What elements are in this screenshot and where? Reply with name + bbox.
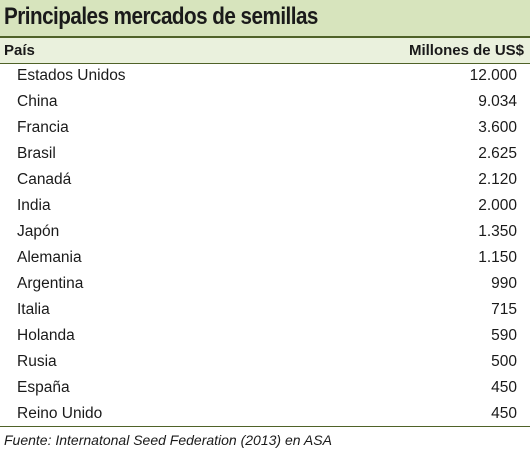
table-row: Brasil 2.625: [0, 142, 530, 168]
header-value: Millones de US$: [408, 42, 524, 59]
value-cell: 1.350: [478, 223, 517, 240]
country-cell: Reino Unido: [17, 405, 103, 422]
country-cell: Alemania: [17, 249, 82, 266]
table-row: Canadá 2.120: [0, 168, 530, 194]
footer: Fuente: Internatonal Seed Federation (20…: [0, 426, 530, 454]
table-row: Estados Unidos 12.000: [0, 64, 530, 90]
country-cell: Rusia: [17, 353, 57, 370]
header-row: País Millones de US$: [0, 38, 530, 64]
table-row: Reino Unido 450: [0, 402, 530, 428]
country-cell: Brasil: [17, 145, 56, 162]
value-cell: 715: [491, 301, 517, 318]
value-cell: 12.000: [469, 67, 517, 84]
country-cell: Argentina: [17, 275, 84, 292]
value-cell: 1.150: [478, 249, 517, 266]
table-row: Holanda 590: [0, 324, 530, 350]
table-row: Italia 715: [0, 298, 530, 324]
country-cell: Japón: [17, 223, 60, 240]
country-cell: Estados Unidos: [17, 67, 126, 84]
table-row: España 450: [0, 376, 530, 402]
country-cell: China: [17, 93, 58, 110]
title-bar: Principales mercados de semillas: [0, 0, 530, 38]
country-cell: Italia: [17, 301, 50, 318]
value-cell: 990: [491, 275, 517, 292]
value-cell: 3.600: [478, 119, 517, 136]
table-row: China 9.034: [0, 90, 530, 116]
table-title: Principales mercados de semillas: [4, 3, 318, 30]
table-row: Alemania 1.150: [0, 246, 530, 272]
table-row: Argentina 990: [0, 272, 530, 298]
table-row: Japón 1.350: [0, 220, 530, 246]
source-note: Fuente: Internatonal Seed Federation (20…: [4, 432, 332, 448]
table-row: Francia 3.600: [0, 116, 530, 142]
value-cell: 9.034: [478, 93, 517, 110]
value-cell: 2.625: [478, 145, 517, 162]
country-cell: España: [17, 379, 70, 396]
country-cell: Canadá: [17, 171, 72, 188]
header-country: País: [4, 42, 35, 59]
country-cell: India: [17, 197, 51, 214]
table-row: Rusia 500: [0, 350, 530, 376]
value-cell: 450: [491, 379, 517, 396]
value-cell: 450: [491, 405, 517, 422]
table-row: India 2.000: [0, 194, 530, 220]
value-cell: 2.000: [478, 197, 517, 214]
value-cell: 2.120: [478, 171, 517, 188]
table-body: Estados Unidos 12.000 China 9.034 Francia 3.6…: [0, 64, 530, 428]
value-cell: 500: [491, 353, 517, 370]
country-cell: Francia: [17, 119, 69, 136]
value-cell: 590: [491, 327, 517, 344]
country-cell: Holanda: [17, 327, 75, 344]
